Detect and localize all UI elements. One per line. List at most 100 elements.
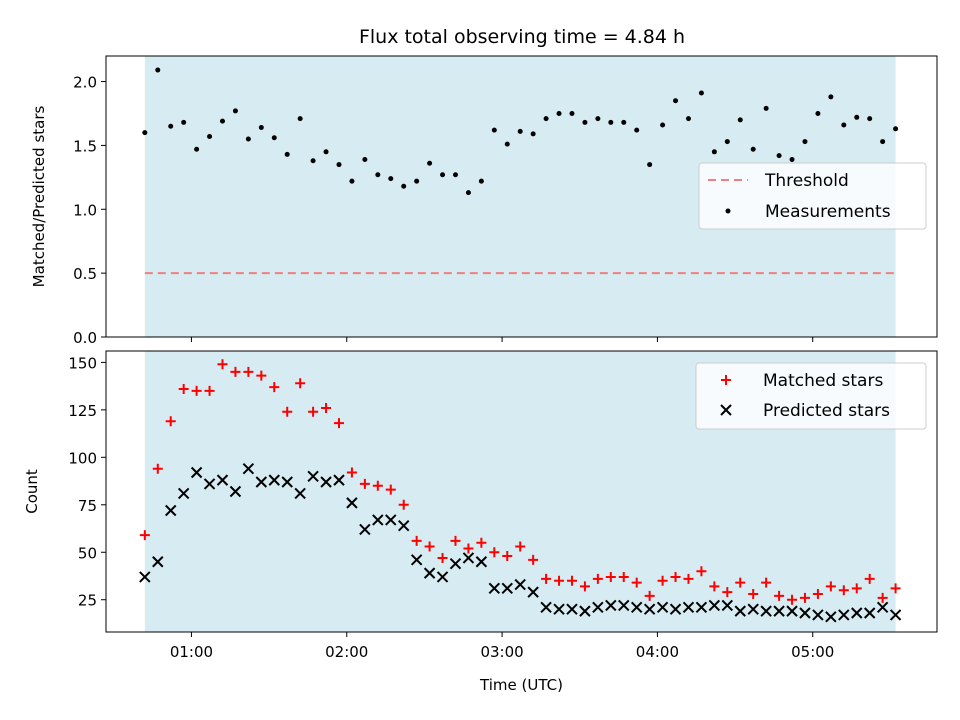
- measurement-point: [789, 156, 795, 162]
- bottom-xtick-label: 02:00: [325, 643, 368, 661]
- bottom-ytick-label: 150: [68, 354, 97, 372]
- matched-star-marker: [411, 535, 422, 546]
- measurement-point: [673, 98, 679, 104]
- measurement-point: [763, 105, 769, 111]
- predicted-star-marker: [630, 601, 643, 614]
- predicted-star-marker: [346, 497, 358, 509]
- predicted-star-marker: [436, 571, 449, 583]
- top-ytick-label: 0.5: [73, 265, 97, 283]
- measurement-points: [142, 67, 899, 196]
- measurement-point: [207, 133, 213, 139]
- ratio-panel: 0.00.51.01.52.0 Matched/Predicted stars …: [30, 55, 938, 347]
- matched-star-marker: [579, 581, 590, 592]
- predicted-star-marker: [229, 485, 242, 498]
- legend-matched-marker: [721, 375, 731, 385]
- predicted-star-marker: [579, 605, 591, 617]
- bottom-ytick-label: 50: [78, 544, 97, 562]
- matched-star-marker: [489, 547, 500, 558]
- matched-star-marker: [722, 587, 733, 598]
- matched-star-marker: [787, 594, 798, 605]
- predicted-star-marker: [216, 474, 229, 486]
- matched-star-marker: [566, 575, 577, 586]
- measurement-point: [491, 127, 497, 133]
- matched-star-marker: [748, 589, 759, 600]
- measurement-point: [155, 67, 161, 73]
- predicted-star-marker: [669, 603, 682, 615]
- predicted-star-marker: [863, 607, 876, 619]
- predicted-star-marker: [281, 476, 293, 488]
- predicted-star-marker: [139, 571, 151, 583]
- matched-star-marker: [554, 575, 565, 586]
- predicted-star-marker: [618, 599, 630, 612]
- matched-star-marker: [269, 382, 280, 393]
- measurement-point: [530, 131, 536, 137]
- measurement-point: [181, 119, 187, 125]
- predicted-stars-markers: [139, 463, 902, 623]
- measurement-point: [452, 172, 458, 178]
- predicted-star-marker: [786, 605, 798, 617]
- measurement-point: [634, 127, 640, 133]
- predicted-star-marker: [423, 567, 436, 579]
- measurement-point: [776, 153, 782, 159]
- matched-star-marker: [618, 571, 629, 582]
- measurement-point: [142, 130, 148, 136]
- predicted-star-marker: [359, 523, 371, 536]
- predicted-star-marker: [592, 601, 604, 614]
- predicted-star-marker: [203, 478, 216, 490]
- bottom-legend-box: [695, 362, 927, 430]
- bottom-axes-frame: [105, 350, 938, 633]
- matched-star-marker: [696, 566, 707, 577]
- predicted-star-marker: [876, 601, 889, 614]
- measurement-point: [194, 146, 200, 152]
- bottom-xtick-label: 04:00: [636, 643, 679, 661]
- measurement-point: [336, 162, 342, 168]
- matched-star-marker: [139, 530, 150, 541]
- matched-star-marker: [372, 480, 383, 491]
- measurement-point: [504, 141, 510, 147]
- measurement-point: [310, 158, 316, 164]
- top-ytick-label: 1.0: [73, 201, 97, 219]
- predicted-star-marker: [747, 603, 759, 615]
- measurement-point: [375, 172, 381, 178]
- legend-predicted-label: Predicted stars: [763, 401, 890, 421]
- measurement-point: [465, 190, 471, 196]
- matched-star-marker: [476, 537, 487, 548]
- top-ytick-label: 1.5: [73, 137, 97, 155]
- measurement-point: [621, 119, 627, 125]
- matched-star-marker: [165, 416, 176, 427]
- predicted-star-marker: [255, 476, 268, 488]
- predicted-star-marker: [812, 609, 824, 621]
- measurement-point: [608, 119, 614, 125]
- predicted-star-marker: [372, 514, 384, 526]
- measurement-point: [401, 183, 407, 189]
- measurement-point: [647, 162, 653, 168]
- counts-panel: 25 50 75 100 125 150 01:00 02:00 03:00 04:00 05:0…: [23, 350, 938, 694]
- measurement-point: [349, 178, 355, 184]
- predicted-star-marker: [889, 609, 902, 621]
- measurement-point: [582, 119, 588, 125]
- legend-measurements-label: Measurements: [765, 202, 891, 222]
- matched-stars-markers: [139, 359, 901, 605]
- predicted-star-marker: [695, 601, 708, 614]
- measurement-point: [750, 146, 756, 152]
- measurement-point: [232, 108, 238, 114]
- predicted-star-marker: [475, 556, 488, 568]
- matched-star-marker: [346, 467, 357, 478]
- matched-star-marker: [735, 577, 746, 588]
- bottom-ytick-label: 25: [78, 592, 97, 610]
- matched-star-marker: [282, 406, 293, 417]
- matched-star-marker: [217, 359, 228, 370]
- matched-star-marker: [333, 418, 344, 429]
- matched-star-marker: [774, 590, 785, 601]
- measurement-point: [685, 116, 691, 122]
- measurement-point: [168, 123, 174, 129]
- predicted-star-marker: [825, 611, 837, 623]
- predicted-star-marker: [165, 504, 177, 517]
- top-legend-box: [698, 162, 927, 230]
- measurement-point: [245, 136, 251, 142]
- measurement-point: [440, 172, 446, 178]
- bottom-ytick-label: 125: [68, 402, 97, 420]
- predicted-star-marker: [177, 487, 190, 500]
- bottom-ytick-label: 100: [68, 449, 97, 467]
